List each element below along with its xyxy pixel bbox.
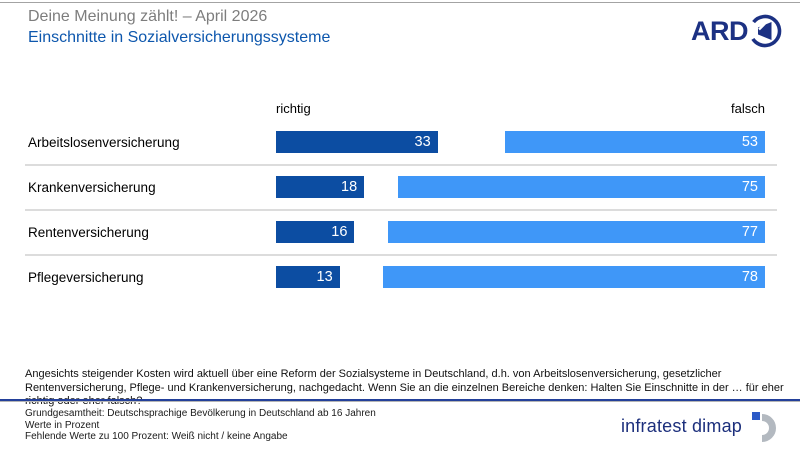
bar-value: 75 <box>741 179 758 195</box>
bar-richtig: 13 <box>276 266 340 288</box>
infratest-dimap-mark-icon <box>752 412 776 442</box>
bar-value: 77 <box>741 224 758 240</box>
bar-group: 16 77 <box>276 221 765 243</box>
bar-falsch: 78 <box>382 266 765 288</box>
bar-falsch: 77 <box>387 221 765 243</box>
row-divider <box>25 254 777 256</box>
bar-value: 78 <box>741 269 758 285</box>
survey-series-title: Deine Meinung zählt! – April 2026 <box>28 8 268 25</box>
category-label: Pflegeversicherung <box>28 270 144 285</box>
bar-value: 18 <box>341 179 358 195</box>
category-label: Rentenversicherung <box>28 225 149 240</box>
legend-richtig: richtig <box>276 101 311 116</box>
bar-value: 53 <box>741 134 758 150</box>
ard-logo: ARD <box>691 12 784 50</box>
ard-logo-text: ARD <box>691 15 749 46</box>
bar-value: 16 <box>331 224 348 240</box>
bar-value: 13 <box>316 269 333 285</box>
bar-group: 13 78 <box>276 266 765 288</box>
footer-divider <box>0 399 800 402</box>
bar-richtig: 16 <box>276 221 355 243</box>
legend-falsch: falsch <box>731 101 765 116</box>
row-divider <box>25 209 777 211</box>
footer-note-unit: Werte in Prozent <box>25 419 100 431</box>
footer-notes: Grundgesamtheit: Deutschsprachige Bevölk… <box>25 408 376 443</box>
top-divider <box>0 2 800 3</box>
bar-group: 18 75 <box>276 176 765 198</box>
bar-falsch: 53 <box>505 131 765 153</box>
chart-row: Pflegeversicherung 13 78 <box>0 255 800 300</box>
category-label: Arbeitslosenversicherung <box>28 135 180 150</box>
infratest-dimap-logo: infratest dimap <box>621 409 782 443</box>
bar-richtig: 33 <box>276 131 438 153</box>
bar-value: 33 <box>414 134 431 150</box>
footer-note-missing: Fehlende Werte zu 100 Prozent: Weiß nich… <box>25 431 288 442</box>
category-label: Krankenversicherung <box>28 180 156 195</box>
chart-row: Krankenversicherung 18 75 <box>0 165 800 210</box>
bar-group: 33 53 <box>276 131 765 153</box>
row-divider <box>25 164 777 166</box>
bar-richtig: 18 <box>276 176 365 198</box>
chart-row: Arbeitslosenversicherung 33 53 <box>0 120 800 165</box>
footer-note-population: Grundgesamtheit: Deutschsprachige Bevölk… <box>25 408 376 419</box>
chart-row: Rentenversicherung 16 77 <box>0 210 800 255</box>
page-title: Einschnitte in Sozialversicherungssystem… <box>28 29 331 46</box>
chart: Arbeitslosenversicherung 33 53 Krankenversi… <box>0 120 800 302</box>
bar-falsch: 75 <box>397 176 765 198</box>
ard-one-icon <box>748 14 782 48</box>
question-text: Angesichts steigender Kosten wird aktuel… <box>25 368 784 407</box>
infratest-dimap-logo-text: infratest dimap <box>620 415 742 436</box>
